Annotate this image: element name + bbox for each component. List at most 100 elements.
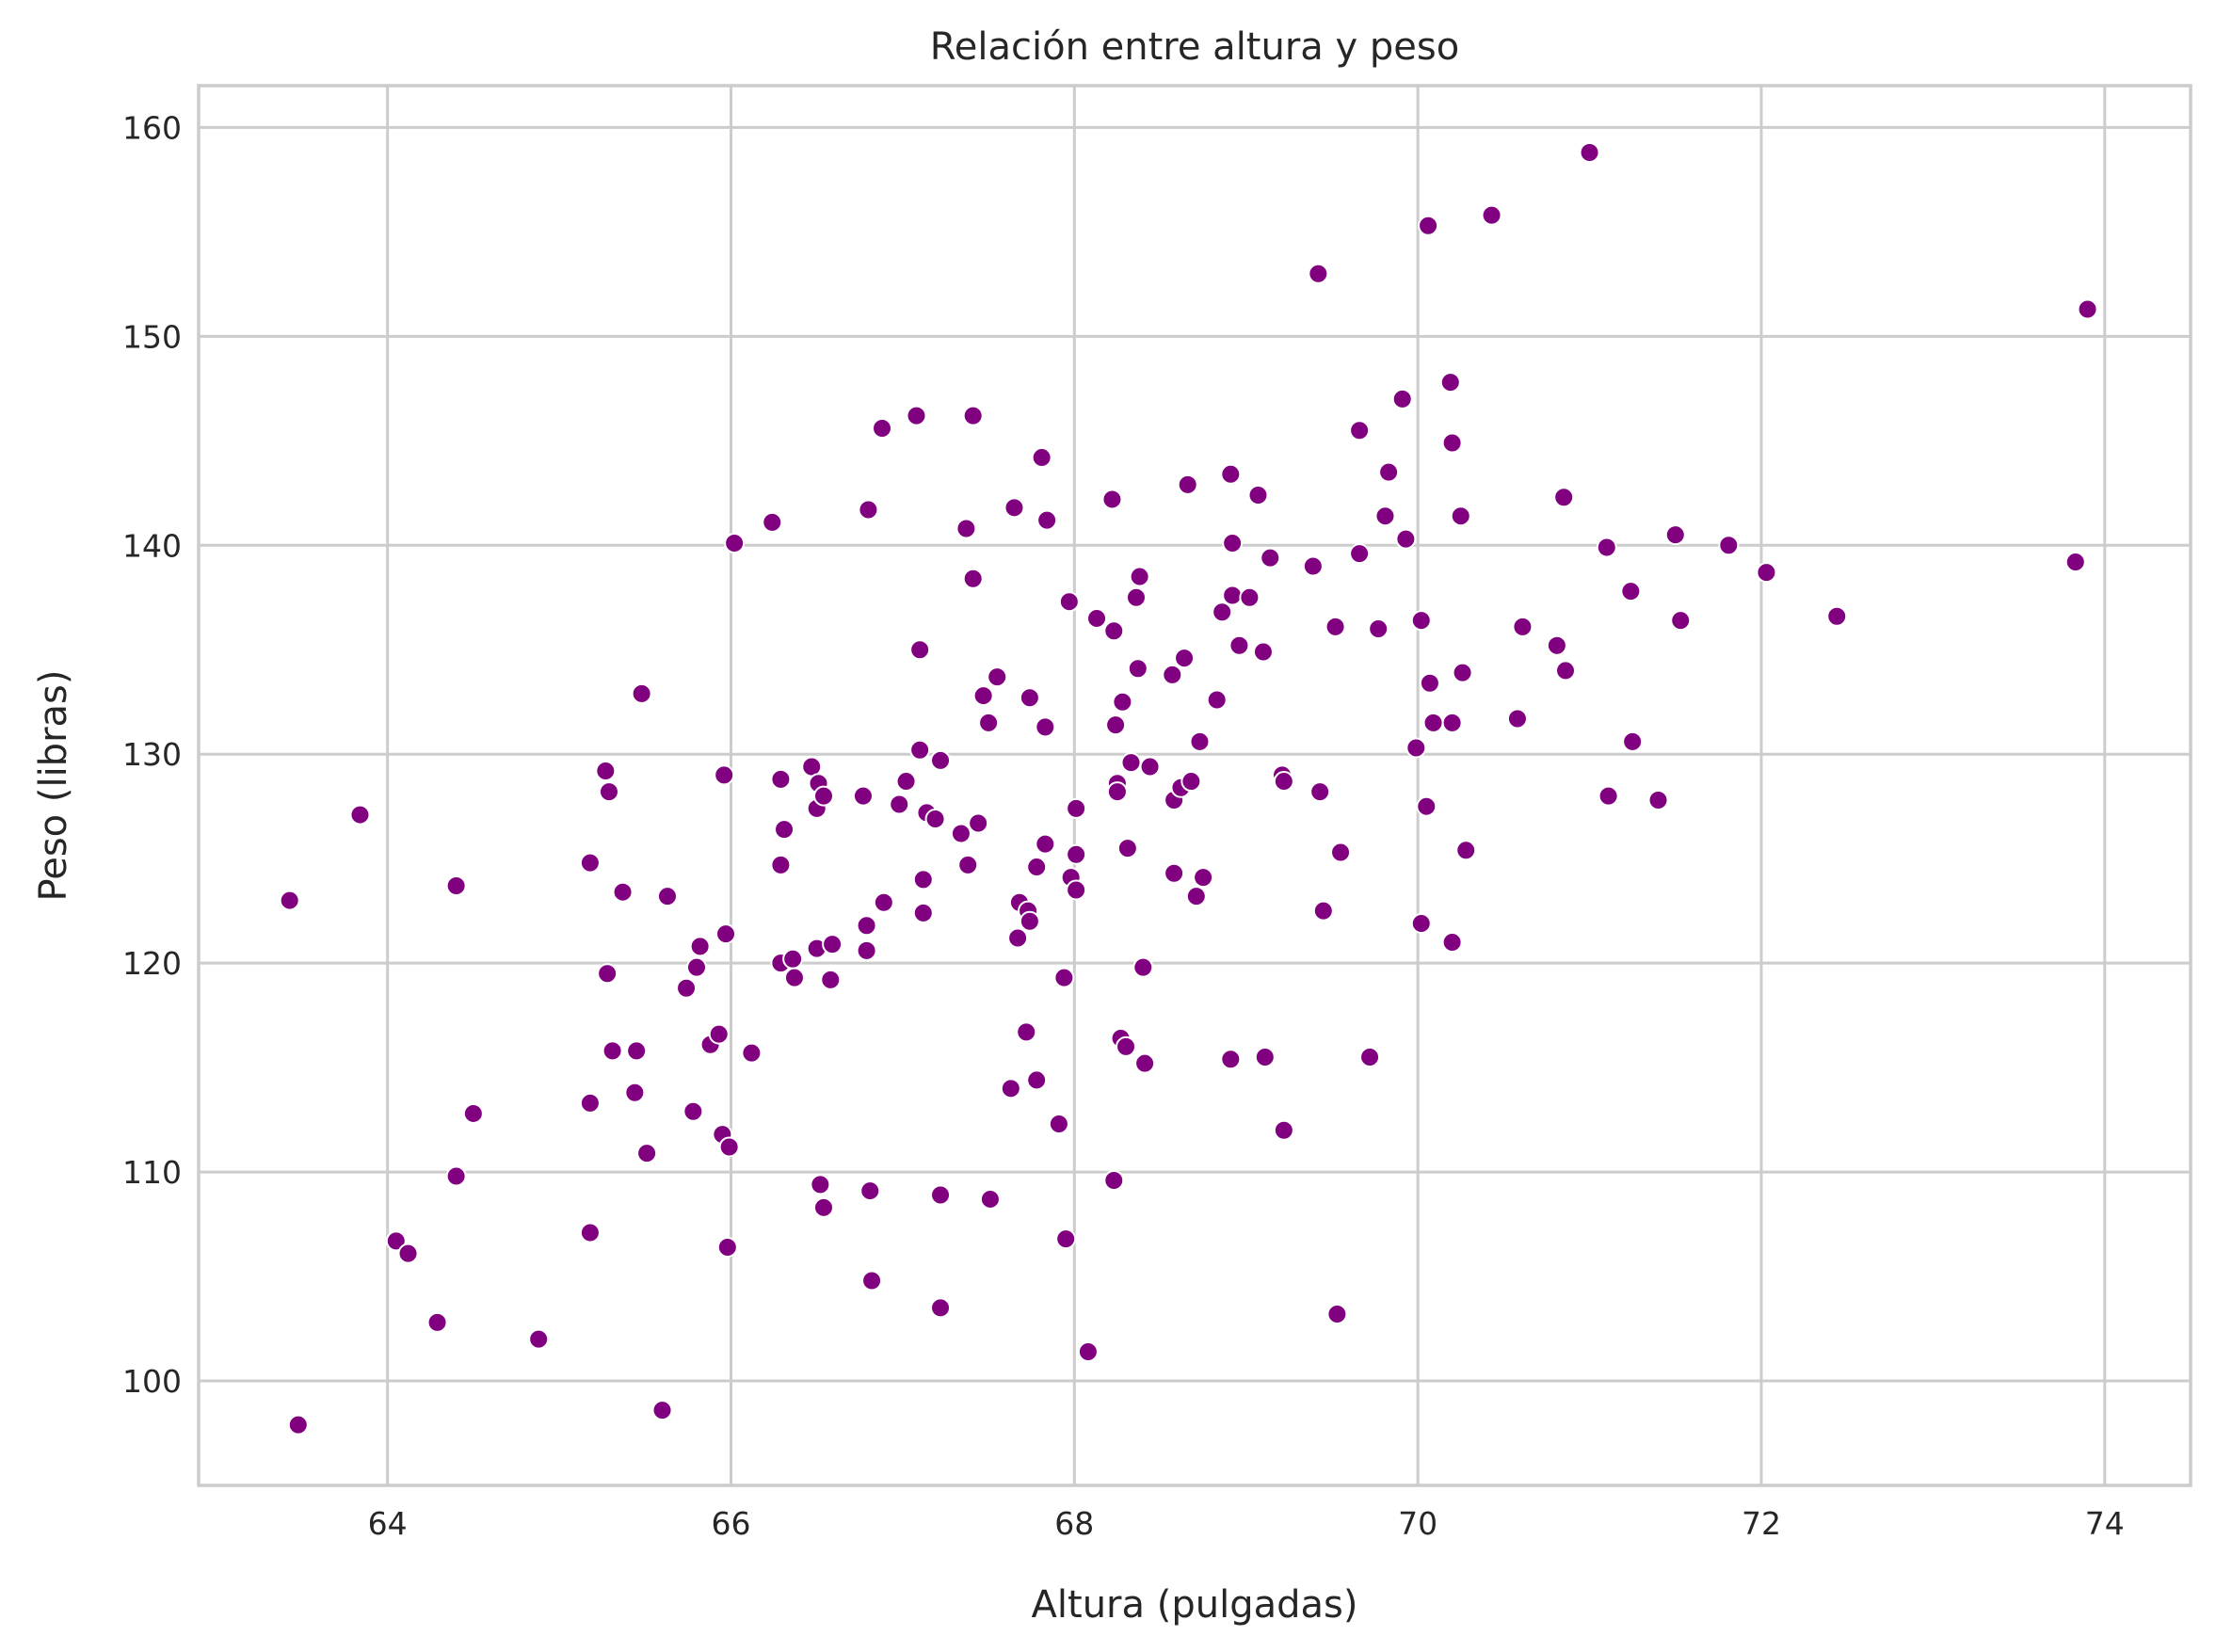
x-tick-label: 74 (2085, 1505, 2125, 1542)
data-point (718, 1136, 740, 1158)
data-point (979, 1188, 1001, 1210)
x-tick-label: 70 (1398, 1505, 1437, 1542)
data-point (689, 936, 711, 957)
data-point (770, 854, 792, 875)
data-point (1312, 900, 1334, 922)
data-point (889, 794, 910, 815)
data-point (1222, 585, 1244, 606)
data-point (656, 886, 678, 907)
data-point (1026, 1069, 1048, 1091)
x-axis-label: Altura (pulgadas) (1032, 1583, 1358, 1627)
data-point (1132, 956, 1154, 978)
data-point (1164, 862, 1185, 884)
data-point (602, 1040, 623, 1062)
data-point (1086, 607, 1108, 629)
data-point (909, 639, 931, 661)
x-tick-label: 68 (1054, 1505, 1094, 1542)
x-tick-label: 64 (368, 1505, 408, 1542)
x-tick-label: 72 (1742, 1505, 1781, 1542)
data-point (1127, 658, 1148, 680)
data-point (626, 1040, 648, 1062)
data-point (1718, 535, 1740, 556)
data-point (1506, 708, 1528, 730)
data-point (852, 785, 874, 807)
data-point (1125, 586, 1147, 608)
data-point (1016, 1021, 1037, 1043)
data-point (957, 854, 979, 875)
data-point (1007, 927, 1029, 949)
data-point (1512, 616, 1534, 637)
data-point (1031, 447, 1052, 469)
data-point (1325, 616, 1346, 637)
data-point (1120, 752, 1142, 774)
data-point (873, 891, 894, 913)
data-point (1055, 1228, 1077, 1250)
data-point (579, 852, 601, 874)
data-point (987, 666, 1008, 688)
data-point (1004, 497, 1025, 519)
data-point (782, 948, 804, 970)
data-point (912, 902, 934, 923)
data-point (962, 405, 984, 426)
data-point (2064, 552, 2086, 573)
data-point (686, 956, 707, 978)
data-point (716, 1236, 738, 1258)
data-point (1441, 712, 1463, 733)
x-tick-label: 66 (711, 1505, 750, 1542)
data-point (1302, 555, 1324, 577)
data-point (1019, 687, 1040, 709)
data-point (1162, 664, 1183, 685)
data-point (1053, 967, 1075, 988)
data-point (1410, 912, 1432, 934)
data-point (1185, 886, 1207, 907)
data-point (1422, 712, 1444, 733)
data-point (810, 1174, 831, 1195)
data-point (1395, 528, 1417, 550)
data-point (597, 963, 618, 985)
data-point (714, 764, 735, 786)
chart-title: Relación entre altura y peso (930, 25, 1459, 69)
data-point (1441, 432, 1463, 454)
data-point (1112, 691, 1133, 713)
data-point (1035, 716, 1056, 738)
data-point (1555, 660, 1577, 682)
data-point (1247, 485, 1269, 506)
data-point (1359, 1047, 1381, 1068)
data-point (912, 869, 934, 890)
data-point (1756, 562, 1777, 584)
data-point (1105, 714, 1127, 736)
data-point (1101, 489, 1123, 510)
data-point (612, 881, 634, 903)
data-point (1419, 672, 1440, 694)
data-point (1106, 781, 1128, 803)
data-point (1222, 533, 1244, 554)
data-point (1410, 610, 1432, 632)
data-point (1035, 833, 1056, 855)
data-point (895, 771, 917, 793)
data-point (1228, 634, 1250, 656)
data-point (1620, 581, 1642, 602)
data-point (906, 405, 927, 426)
data-point (636, 1143, 658, 1164)
data-points (279, 142, 2098, 1435)
data-point (1180, 771, 1202, 793)
data-point (1103, 620, 1125, 642)
data-point (445, 1165, 467, 1187)
data-point (1252, 641, 1274, 663)
data-point (1254, 1047, 1276, 1068)
data-point (930, 1184, 952, 1206)
y-tick-label: 150 (122, 318, 182, 355)
data-point (774, 819, 795, 841)
data-point (1418, 215, 1439, 236)
data-point (1134, 1052, 1156, 1074)
data-point (1066, 879, 1087, 901)
data-point (1206, 689, 1228, 711)
data-point (858, 499, 879, 521)
data-point (1177, 473, 1198, 495)
data-point (972, 685, 994, 707)
data-point (1330, 842, 1352, 863)
data-point (872, 417, 893, 439)
data-point (978, 712, 1000, 733)
y-axis-label: Peso (libras) (32, 670, 75, 902)
